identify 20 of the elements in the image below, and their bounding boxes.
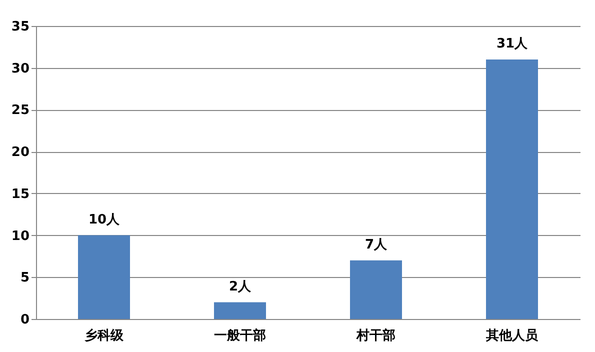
- data-label: 31人: [496, 36, 529, 52]
- y-tick-label: 30: [11, 61, 30, 76]
- x-tick-label: 乡科级: [84, 328, 124, 344]
- x-tick-label: 其他人员: [485, 328, 539, 344]
- x-tick-label: 一般干部: [214, 328, 266, 344]
- data-label: 10人: [88, 212, 121, 228]
- x-tick-label: 村干部: [356, 328, 396, 344]
- bar: [214, 302, 266, 319]
- data-label: 2人: [228, 279, 252, 294]
- bar: [78, 235, 130, 319]
- y-tick-label: 20: [11, 145, 30, 160]
- y-tick-label: 15: [11, 186, 30, 202]
- y-tick-label: 0: [20, 312, 30, 328]
- y-tick-label: 10: [11, 228, 30, 244]
- y-tick-label: 5: [20, 270, 30, 286]
- data-label: 7人: [364, 237, 388, 252]
- bar: [486, 59, 538, 319]
- bar: [350, 260, 402, 319]
- y-tick-label: 25: [11, 103, 30, 118]
- y-tick-label: 35: [11, 20, 30, 34]
